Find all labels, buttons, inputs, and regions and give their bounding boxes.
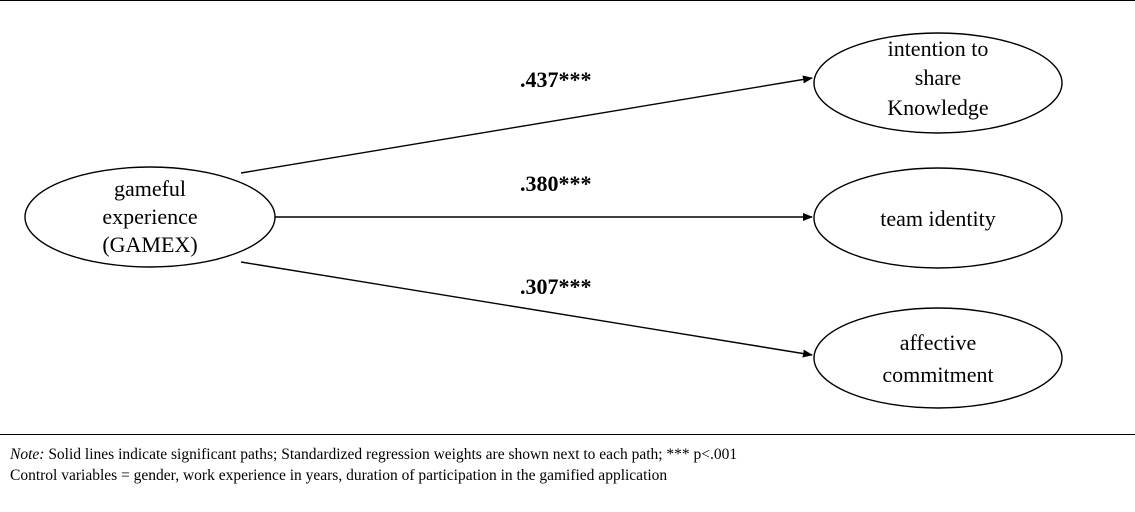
- note-line-2: Control variables = gender, work experie…: [10, 467, 668, 484]
- node-gamex: gameful experience (GAMEX): [24, 166, 276, 268]
- node-affective: affective commitment: [813, 307, 1063, 409]
- path-arrow-affective: [240, 261, 813, 358]
- node-team-line-1: team identity: [880, 206, 995, 231]
- node-gamex-line-1: gameful: [114, 176, 186, 201]
- node-team: team identity: [813, 167, 1063, 269]
- path-label-affective: .307***: [520, 274, 592, 299]
- path-diagram: .437*** .380*** .307*** gameful experien…: [24, 32, 1063, 409]
- note-line-1: Note: Solid lines indicate significant p…: [10, 444, 737, 465]
- note-prefix: Note:: [10, 446, 45, 463]
- path-label-intention: .437***: [520, 67, 592, 92]
- node-intention-line-3: Knowledge: [887, 95, 988, 120]
- path-arrow-intention: [240, 75, 813, 174]
- node-intention-line-2: share: [915, 65, 961, 90]
- path-label-team: .380***: [520, 171, 592, 196]
- node-affective-line-2: commitment: [882, 362, 993, 387]
- node-intention-line-1: intention to: [888, 36, 989, 61]
- note-divider: [0, 434, 1135, 435]
- top-rule: [0, 0, 1135, 1]
- node-affective-line-1: affective: [900, 330, 977, 355]
- node-gamex-line-3: (GAMEX): [102, 232, 197, 257]
- node-intention: intention to share Knowledge: [813, 32, 1063, 134]
- note-text-1: Solid lines indicate significant paths; …: [44, 446, 738, 463]
- figure-note: Note: Solid lines indicate significant p…: [10, 444, 737, 486]
- node-gamex-line-2: experience: [102, 204, 197, 229]
